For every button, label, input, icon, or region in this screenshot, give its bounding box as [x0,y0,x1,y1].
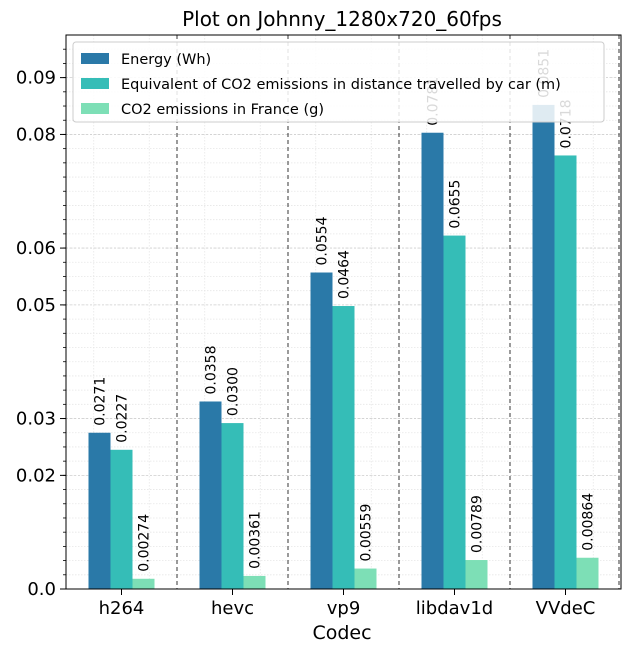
data-label: 0.0655 [448,180,464,229]
y-tick-label: 0.06 [16,238,56,259]
y-tick-label: 0.09 [16,68,56,89]
bar [532,104,555,590]
y-tick-label: 0.08 [16,124,56,145]
bar [332,306,355,589]
y-tick-label: 0.02 [16,465,56,486]
bar [576,557,599,589]
x-tick-label: vp9 [327,598,361,619]
data-label: 0.0358 [204,345,220,394]
legend-label: Equivalent of CO2 emissions in distance … [121,77,561,93]
bar [421,132,444,590]
bar [132,578,155,589]
y-tick-label: 0.03 [16,409,56,430]
chart-title: Plot on Johnny_1280x720_60fps [182,7,502,31]
bar [443,235,466,589]
x-tick-label: hevc [211,598,254,619]
legend-swatch [81,53,109,64]
bar [243,575,266,589]
data-label: 0.00274 [137,514,153,572]
x-tick-label: libdav1d [416,598,493,619]
data-label: 0.0554 [315,216,331,265]
y-tick-label: 0.0 [27,579,56,600]
bars-layer: 0.02710.03580.05540.07810.08510.02270.03… [88,49,599,590]
x-axis-label: Codec [312,622,371,644]
bar [310,272,333,589]
data-label: 0.00361 [248,511,264,569]
bar [554,155,577,590]
legend-swatch [81,103,109,114]
data-label: 0.00789 [470,495,486,553]
series-group: 0.00274 0.00361 0.00559 0.00789 0.00864 [132,493,599,589]
y-tick-label: 0.05 [16,295,56,316]
legend: Energy (Wh) Equivalent of CO2 emissions i… [72,41,605,123]
data-label: 0.00864 [581,493,597,551]
data-label: 0.0227 [115,394,131,443]
bar [199,401,222,589]
data-label: 0.00559 [359,504,375,562]
axes-layer: 0.0 0.02 0.03 0.05 0.06 0.08 0.09 h264 hevc vp9 li… [16,34,622,619]
legend-box [72,41,605,123]
data-label: 0.0300 [226,367,242,416]
bar [88,432,111,589]
bar [221,423,244,589]
data-label: 0.0464 [337,250,353,299]
x-tick-label: VVdeC [536,598,596,619]
bar [110,449,133,589]
legend-swatch [81,78,109,89]
legend-label: Energy (Wh) [121,52,211,68]
x-tick-label: h264 [99,598,145,619]
data-label: 0.0271 [93,377,109,426]
bar [465,560,488,589]
bar [354,568,377,589]
legend-label: CO2 emissions in France (g) [121,102,324,118]
